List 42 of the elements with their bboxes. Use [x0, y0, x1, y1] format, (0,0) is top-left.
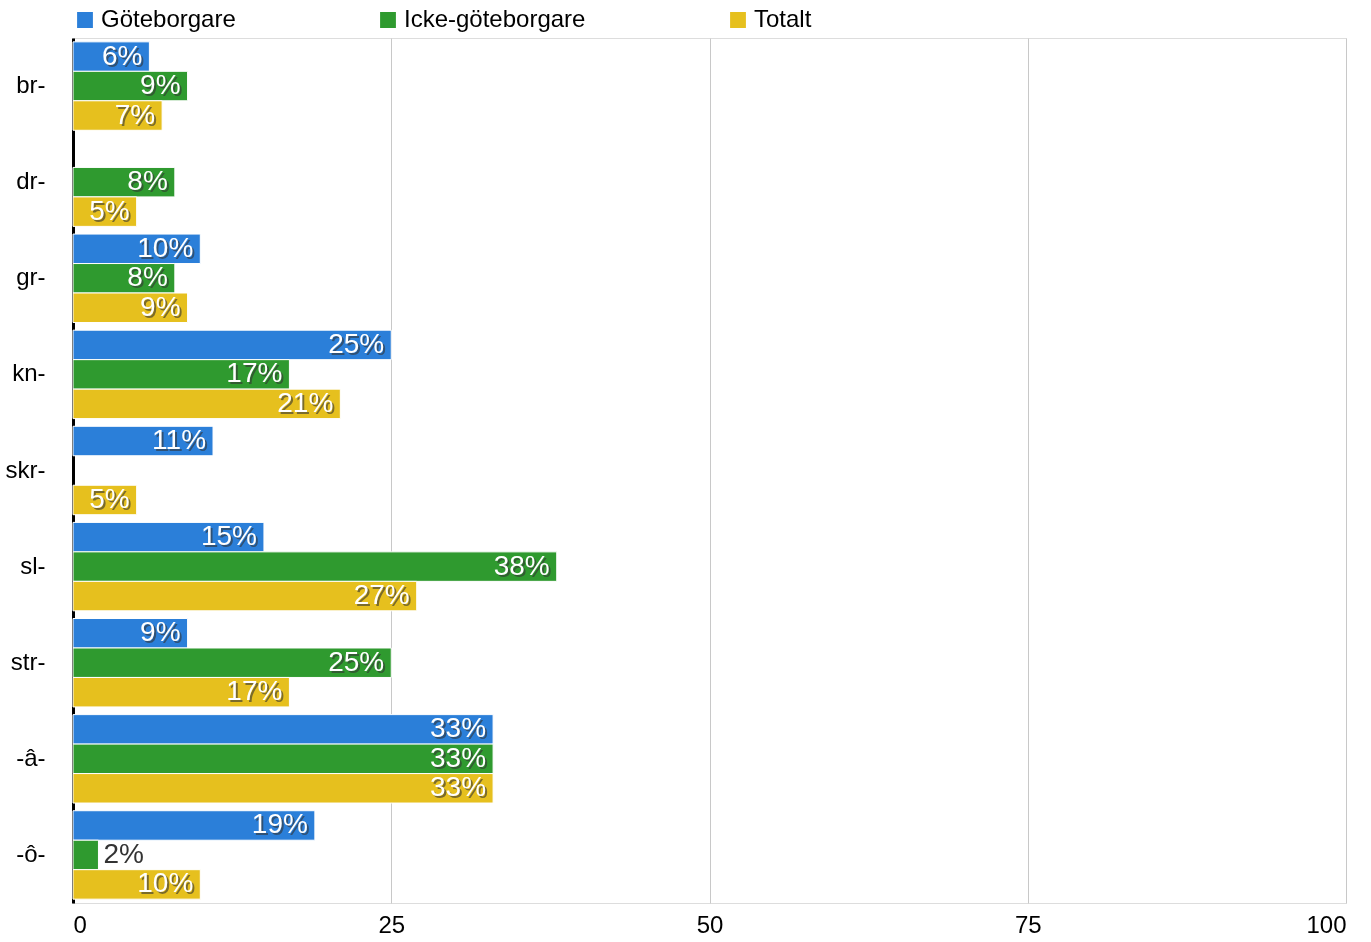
y-tick-label: dr- — [16, 167, 46, 195]
data-label: 33% — [432, 714, 489, 746]
legend-label: Totalt — [754, 5, 812, 32]
data-label: 25% — [330, 329, 387, 361]
data-label: 19% — [253, 810, 310, 842]
data-label: 21% — [279, 388, 336, 420]
x-tick-label: 50 — [696, 910, 724, 938]
y-tick-label: gr- — [16, 263, 46, 291]
data-label: 9% — [142, 618, 183, 650]
data-label: 9% — [142, 71, 183, 103]
data-label: 10% — [139, 233, 196, 265]
x-tick-label: 25 — [378, 910, 406, 938]
data-label: 10% — [139, 869, 196, 901]
data-label: 33% — [432, 743, 489, 775]
y-tick-label: skr- — [5, 455, 46, 483]
data-label: 5% — [91, 196, 132, 228]
data-label: 17% — [228, 359, 285, 391]
data-label: 15% — [202, 522, 259, 554]
data-label: 6% — [103, 41, 145, 73]
data-label: 17% — [228, 677, 285, 709]
data-label: 2% — [103, 837, 144, 869]
x-tick-label: 75 — [1014, 910, 1042, 938]
y-tick-label: -â- — [16, 743, 46, 771]
data-label: 38% — [495, 551, 552, 583]
legend-label: Göteborgare — [101, 5, 236, 32]
data-label: 11% — [154, 426, 209, 458]
y-tick-label: br- — [16, 71, 46, 99]
y-tick-label: -ô- — [16, 839, 46, 867]
y-tick-label: sl- — [20, 551, 46, 579]
data-label: 27% — [355, 581, 412, 613]
data-label: 7% — [116, 100, 158, 132]
legend-label: Icke-göteborgare — [404, 5, 586, 32]
y-tick-label: str- — [10, 647, 46, 675]
data-label: 8% — [129, 263, 170, 295]
data-label: 8% — [129, 167, 170, 199]
data-label: 9% — [142, 292, 183, 324]
data-label: 5% — [91, 484, 132, 516]
data-label: 25% — [330, 647, 387, 679]
x-tick-label: 100 — [1306, 910, 1347, 938]
x-tick-label: 0 — [73, 910, 87, 938]
data-label: 33% — [432, 773, 489, 805]
y-tick-label: kn- — [12, 359, 46, 387]
